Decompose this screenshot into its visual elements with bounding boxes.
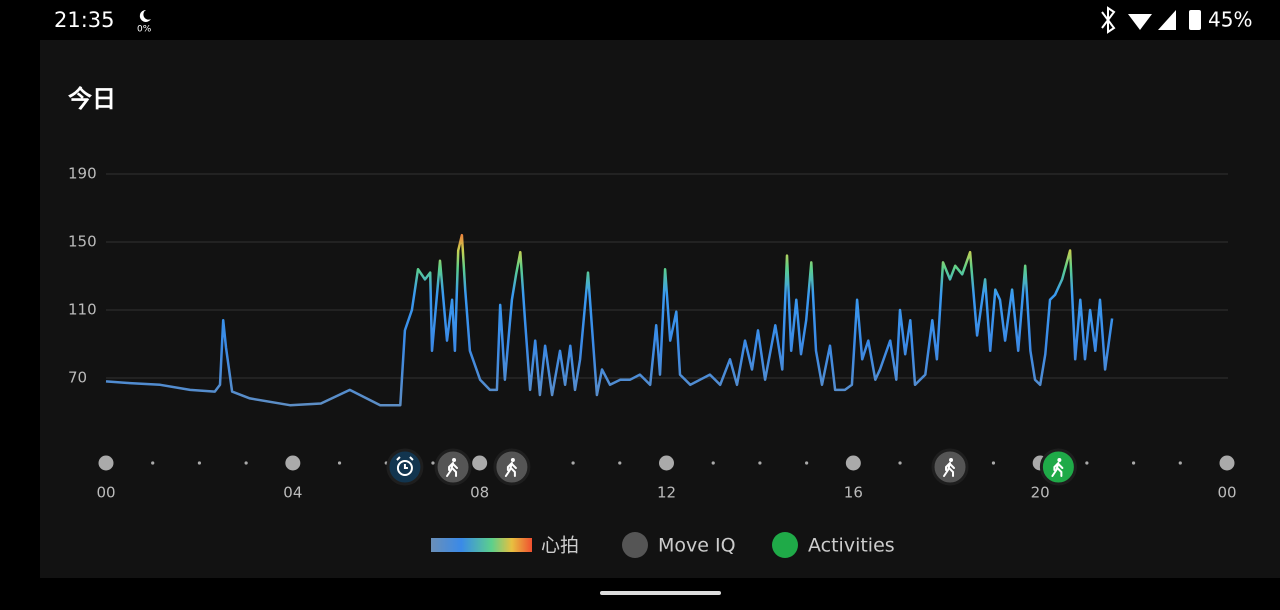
walk-body — [446, 462, 459, 477]
legend-label: Move IQ — [658, 535, 736, 557]
y-tick-label: 70 — [68, 369, 87, 387]
legend-swatch — [772, 532, 798, 558]
walk-body — [504, 462, 517, 477]
legend-swatch — [431, 538, 532, 552]
timeline-tick — [1219, 455, 1235, 471]
timeline-dot — [197, 461, 202, 465]
timeline-dot — [758, 461, 762, 465]
alarm-hands — [396, 456, 414, 469]
timeline-dot — [1178, 461, 1182, 465]
timeline-dot — [431, 461, 435, 465]
bluetooth-icon — [1101, 6, 1116, 34]
timeline-dot — [618, 461, 622, 465]
activity-marker — [1039, 448, 1077, 486]
y-tick-label: 190 — [68, 165, 97, 183]
timeline-dot — [805, 461, 809, 465]
timeline-dot — [244, 461, 248, 465]
clock: 21:35 — [54, 8, 115, 32]
battery-level: 45% — [1208, 8, 1252, 32]
walk-body — [1051, 462, 1064, 477]
timeline-dot — [151, 461, 155, 465]
y-tick-label: 150 — [68, 233, 97, 251]
walk-head — [1057, 458, 1062, 462]
x-tick-label: 20 — [1031, 484, 1050, 502]
heart-rate-line — [105, 233, 1114, 407]
timeline-tick — [98, 455, 114, 471]
timeline-dot — [337, 461, 342, 465]
walk-body — [943, 462, 956, 477]
nav-handle[interactable] — [600, 591, 721, 595]
y-tick-label: 110 — [68, 301, 97, 319]
x-tick-label: 00 — [1217, 484, 1236, 502]
walk-head — [452, 458, 457, 462]
signal-icon — [1158, 10, 1176, 30]
timeline-tick — [472, 455, 488, 471]
dnd-icon — [139, 9, 151, 22]
timeline-dot — [991, 461, 996, 465]
battery-icon — [1189, 10, 1201, 30]
move-iq-marker — [493, 448, 531, 486]
legend-label: 心拍 — [541, 535, 579, 557]
walk-head — [510, 458, 515, 462]
timeline-dot — [1085, 461, 1089, 465]
move-iq-marker — [434, 448, 472, 486]
legend-swatch — [622, 532, 648, 558]
timeline-dot — [1131, 461, 1136, 465]
page-title: 今日 — [68, 85, 116, 113]
x-tick-label: 16 — [844, 484, 863, 502]
timeline-dot — [571, 461, 575, 465]
alarm-icon — [396, 460, 413, 476]
timeline-tick — [285, 455, 301, 471]
x-tick-label: 12 — [657, 484, 676, 502]
x-tick-label: 08 — [470, 484, 489, 502]
walk-head — [949, 458, 954, 462]
timeline-dot — [898, 461, 902, 465]
move-iq-marker — [931, 448, 969, 486]
timeline-tick — [845, 455, 861, 471]
x-tick-label: 04 — [283, 484, 302, 502]
wifi-icon — [1128, 14, 1152, 30]
dnd-label: 0% — [137, 25, 152, 35]
legend-label: Activities — [808, 535, 895, 557]
timeline-tick — [659, 455, 674, 471]
x-tick-label: 00 — [96, 484, 115, 502]
timeline-dot — [711, 461, 715, 465]
